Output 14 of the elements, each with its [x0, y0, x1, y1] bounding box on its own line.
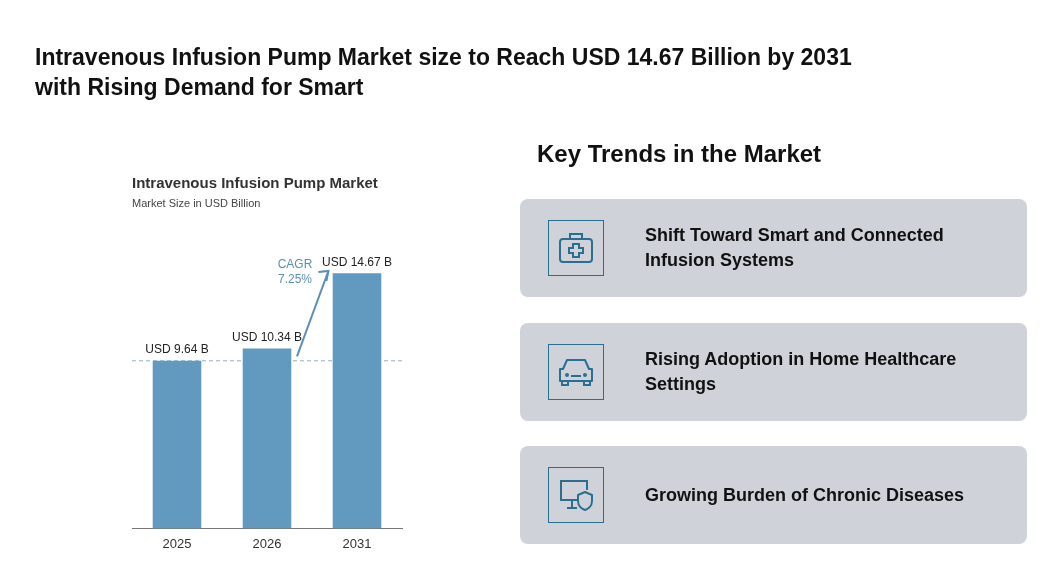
- annotation: CAGR 7.25%: [276, 257, 314, 288]
- data-label: USD 9.64 B: [145, 342, 209, 357]
- x-tick-label: 2025: [162, 535, 192, 551]
- chart-title: Intravenous Infusion Pump Market: [132, 174, 378, 192]
- text: Key Trends in the Market: [536, 140, 823, 168]
- text: Shift Toward Smart and Connected Infusion Systems: [645, 224, 945, 272]
- text: Intravenous Infusion Pump Market size to Reach USD 14.67 Billion by 2031 with Rising Demand for Smart: [35, 43, 853, 102]
- x-tick-label: 2031: [342, 535, 372, 551]
- chart-subtitle: Market Size in USD Billion: [132, 196, 261, 209]
- data-label: USD 14.67 B: [321, 254, 393, 269]
- text: Rising Adoption in Home Healthcare Settings: [645, 347, 958, 396]
- x-tick-label: 2026: [252, 535, 282, 551]
- text: Growing Burden of Chronic Diseases: [645, 483, 966, 507]
- data-label: USD 10.34 B: [231, 329, 303, 344]
